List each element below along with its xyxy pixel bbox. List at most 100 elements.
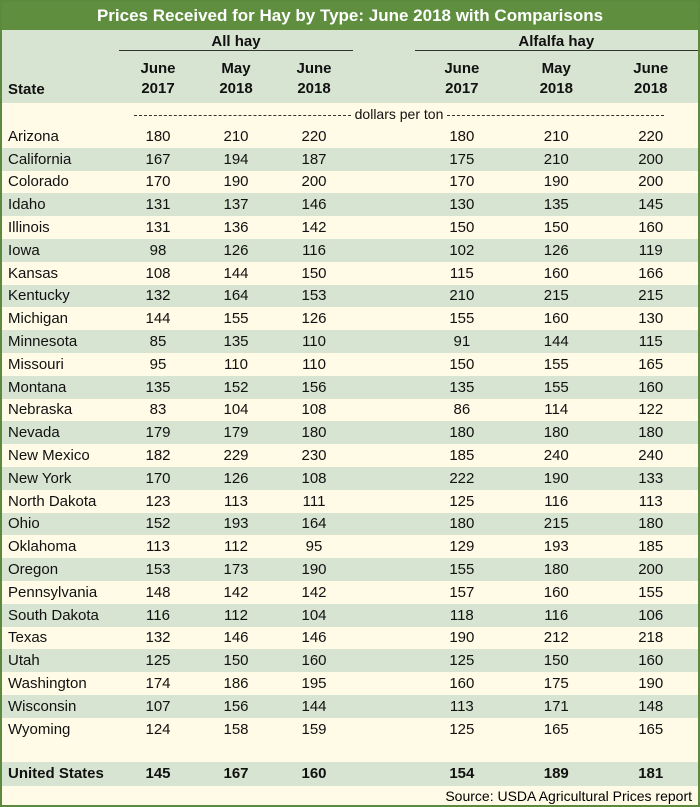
all-hay-value: 142 <box>275 216 354 239</box>
column-header-year: 2017 <box>445 79 479 97</box>
all-hay-value: 153 <box>119 558 198 581</box>
column-header-month: June <box>296 59 332 77</box>
alfalfa-hay-value: 215 <box>509 284 604 308</box>
alfalfa-hay-value: 155 <box>509 375 604 399</box>
units-label: dollars per ton <box>354 106 444 122</box>
all-hay-value: 104 <box>197 398 276 422</box>
alfalfa-hay-value: 180 <box>414 512 510 536</box>
all-hay-value: 210 <box>197 125 276 148</box>
alfalfa-hay-value: 180 <box>414 421 510 445</box>
state-name: Minnesota <box>2 330 120 353</box>
group-header-alfalfa-hay: Alfalfa hay <box>414 33 698 51</box>
all-hay-value: 112 <box>197 603 276 627</box>
alfalfa-hay-value: 210 <box>509 125 604 148</box>
alfalfa-hay-value: 170 <box>414 170 510 194</box>
all-hay-value: 150 <box>275 261 354 285</box>
all-hay-value: 135 <box>197 330 276 353</box>
table-row: Kentucky 132 164 153 210 215 215 <box>2 284 698 308</box>
alfalfa-hay-value: 91 <box>414 330 510 353</box>
all-hay-value: 153 <box>275 284 354 308</box>
alfalfa-hay-value: 160 <box>509 307 604 331</box>
alfalfa-hay-value: 180 <box>603 421 698 445</box>
table-row: Idaho 131 137 146 130 135 145 <box>2 193 698 217</box>
all-hay-value: 85 <box>119 330 198 353</box>
alfalfa-hay-value: 160 <box>603 375 698 399</box>
state-name: United States <box>2 761 120 786</box>
state-name: Kansas <box>2 261 120 285</box>
all-hay-value: 135 <box>119 375 198 399</box>
state-name: Oklahoma <box>2 535 120 559</box>
all-hay-value: 112 <box>197 535 276 559</box>
all-hay-value: 95 <box>275 535 354 559</box>
alfalfa-hay-value: 160 <box>603 216 698 239</box>
alfalfa-hay-value: 155 <box>509 352 604 376</box>
table-row: Utah 125 150 160 125 150 160 <box>2 649 698 673</box>
table-row: Ohio 152 193 164 180 215 180 <box>2 512 698 536</box>
table-row: Washington 174 186 195 160 175 190 <box>2 672 698 695</box>
all-hay-value: 173 <box>197 558 276 581</box>
table-row: North Dakota 123 113 111 125 116 113 <box>2 489 698 513</box>
table-row: Oregon 153 173 190 155 180 200 <box>2 558 698 581</box>
alfalfa-hay-value: 181 <box>603 761 698 786</box>
state-column-header: State <box>2 54 120 103</box>
column-header-alfalfa-hay-2: June 2018 <box>603 54 698 103</box>
all-hay-value: 142 <box>275 580 354 604</box>
alfalfa-hay-value: 160 <box>509 261 604 285</box>
alfalfa-hay-value: 190 <box>509 170 604 194</box>
alfalfa-hay-value: 200 <box>603 558 698 581</box>
table-row: Montana 135 152 156 135 155 160 <box>2 375 698 399</box>
all-hay-value: 126 <box>197 238 276 262</box>
table-row: Wyoming 124 158 159 125 165 165 <box>2 717 698 741</box>
all-hay-value: 110 <box>275 352 354 376</box>
alfalfa-hay-value: 218 <box>603 626 698 650</box>
column-header-all-hay-1: May 2018 <box>197 54 276 103</box>
alfalfa-hay-value: 171 <box>509 694 604 718</box>
column-header-year: 2018 <box>219 79 253 97</box>
table-row: Pennsylvania 148 142 142 157 160 155 <box>2 580 698 604</box>
state-name: Colorado <box>2 170 120 194</box>
all-hay-value: 164 <box>275 512 354 536</box>
group-header-row: All hay Alfalfa hay <box>2 30 698 54</box>
alfalfa-hay-value: 215 <box>603 284 698 308</box>
alfalfa-hay-value: 165 <box>509 717 604 741</box>
all-hay-value: 113 <box>197 489 276 513</box>
alfalfa-hay-value: 160 <box>509 580 604 604</box>
state-name: New York <box>2 466 120 490</box>
all-hay-value: 131 <box>119 216 198 239</box>
alfalfa-hay-value: 118 <box>414 603 510 627</box>
alfalfa-hay-value: 155 <box>414 307 510 331</box>
all-hay-value: 186 <box>197 672 276 695</box>
alfalfa-hay-value: 150 <box>414 352 510 376</box>
table-row: South Dakota 116 112 104 118 116 106 <box>2 603 698 627</box>
column-header-year: 2017 <box>141 79 175 97</box>
alfalfa-hay-value: 212 <box>509 626 604 650</box>
all-hay-value: 156 <box>197 694 276 718</box>
all-hay-value: 145 <box>119 761 198 786</box>
all-hay-value: 229 <box>197 444 276 467</box>
alfalfa-hay-value: 125 <box>414 649 510 673</box>
state-name: Oregon <box>2 558 120 581</box>
all-hay-value: 195 <box>275 672 354 695</box>
source-note: Source: USDA Agricultural Prices report <box>2 785 698 805</box>
table-title: Prices Received for Hay by Type: June 20… <box>2 2 698 30</box>
all-hay-value: 113 <box>119 535 198 559</box>
all-hay-value: 164 <box>197 284 276 308</box>
alfalfa-hay-value: 148 <box>603 694 698 718</box>
column-header-month: June <box>140 59 176 77</box>
alfalfa-hay-value: 180 <box>509 558 604 581</box>
group-header-all-hay: All hay <box>119 33 354 51</box>
state-name: Utah <box>2 649 120 673</box>
all-hay-value: 108 <box>275 466 354 490</box>
alfalfa-hay-value: 135 <box>509 193 604 217</box>
alfalfa-hay-value: 190 <box>603 672 698 695</box>
all-hay-value: 194 <box>197 147 276 171</box>
table-row: California 167 194 187 175 210 200 <box>2 147 698 171</box>
alfalfa-hay-value: 113 <box>603 489 698 513</box>
column-header-month: June <box>444 59 480 77</box>
table-row: Arizona 180 210 220 180 210 220 <box>2 125 698 148</box>
column-header-month: June <box>633 59 669 77</box>
alfalfa-hay-value: 193 <box>509 535 604 559</box>
all-hay-value: 193 <box>197 512 276 536</box>
column-header-all-hay-0: June 2017 <box>119 54 198 103</box>
